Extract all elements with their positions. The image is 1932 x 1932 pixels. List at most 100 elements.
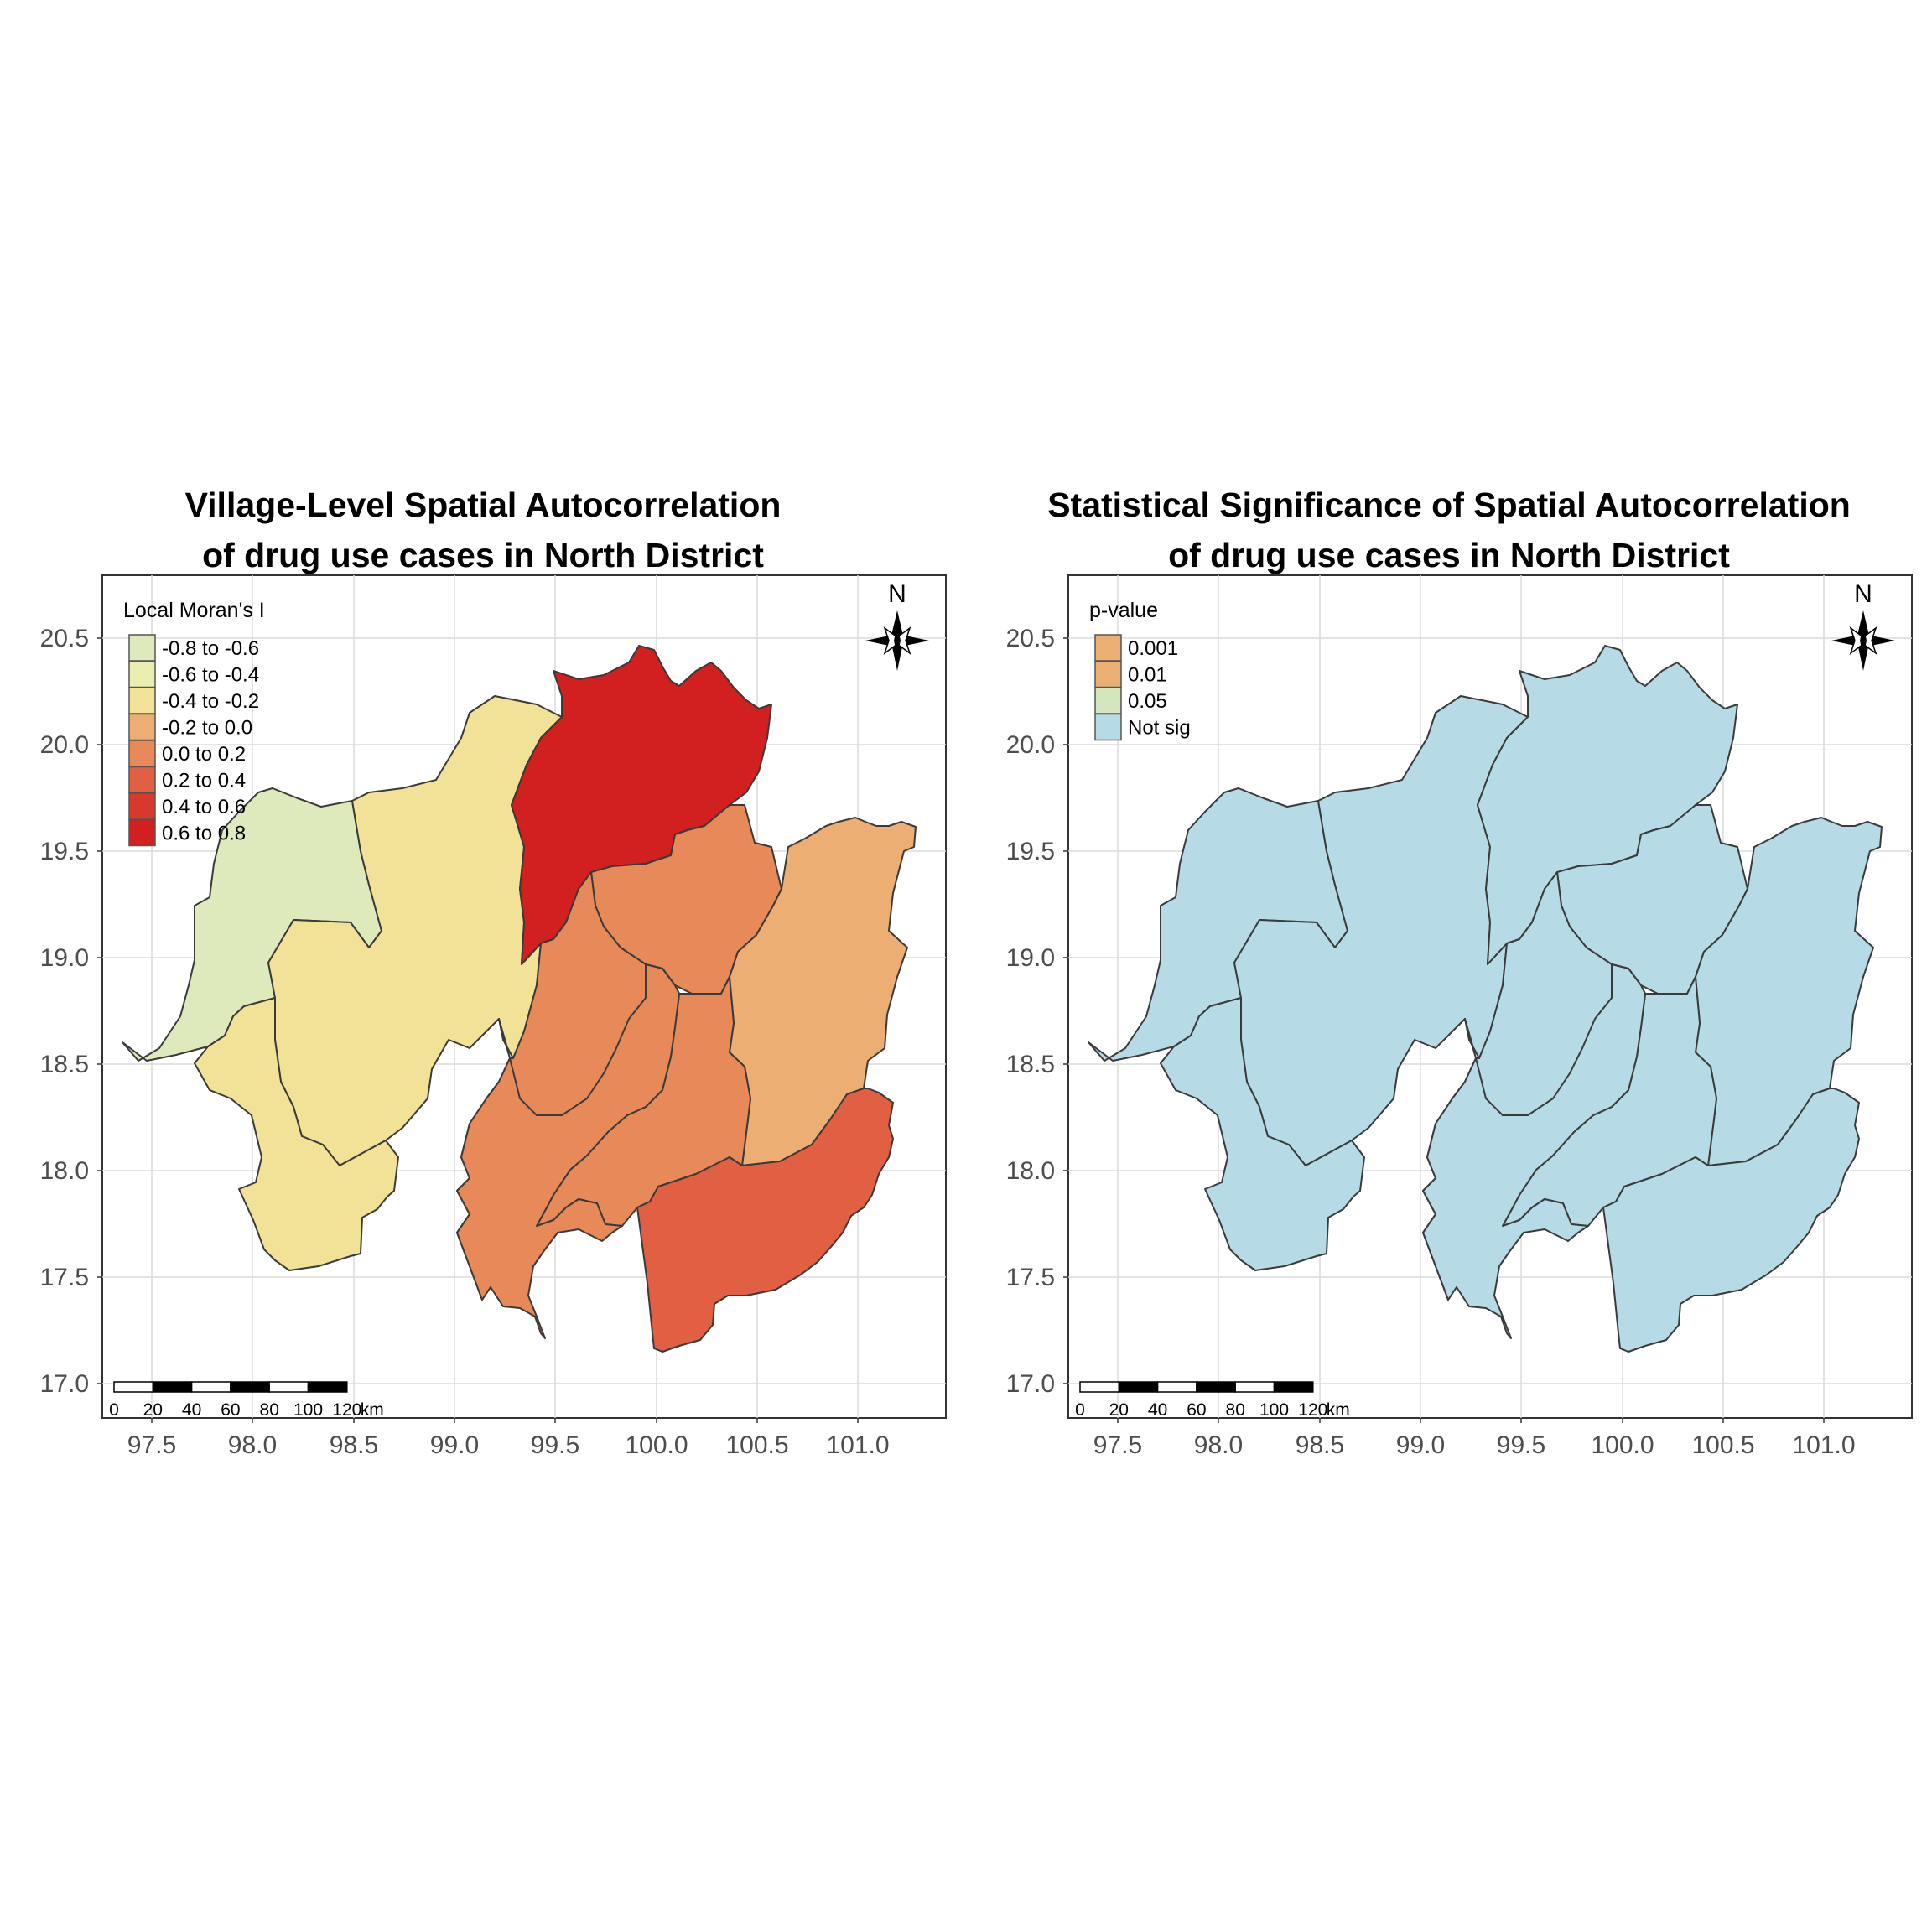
legend-swatch bbox=[128, 634, 156, 662]
y-tick-label: 17.0 bbox=[40, 1370, 89, 1398]
legend-label: 0.01 bbox=[1128, 664, 1167, 687]
y-tick-label: 20.0 bbox=[40, 731, 89, 759]
legend-label: 0.001 bbox=[1128, 637, 1178, 660]
scale-unit: km bbox=[361, 1400, 384, 1420]
y-tick-label: 17.0 bbox=[1006, 1370, 1055, 1398]
x-tick-label: 99.0 bbox=[1396, 1431, 1445, 1459]
y-tick-label: 18.5 bbox=[40, 1051, 89, 1078]
scale-label: 60 bbox=[221, 1400, 240, 1420]
scale-label: 100 bbox=[293, 1400, 323, 1420]
x-tick-label: 98.0 bbox=[1194, 1431, 1243, 1459]
scale-segment bbox=[190, 1381, 231, 1393]
y-tick-label: 17.5 bbox=[40, 1264, 89, 1291]
y-tick-label: 20.5 bbox=[1006, 625, 1055, 652]
scale-label: 120 bbox=[332, 1400, 361, 1420]
scale-segment bbox=[1118, 1381, 1159, 1393]
scale-unit: km bbox=[1327, 1400, 1350, 1420]
scale-segment bbox=[1079, 1381, 1120, 1393]
scale-label: 80 bbox=[1226, 1400, 1245, 1420]
region-sc bbox=[1422, 963, 1646, 1339]
map-regions bbox=[122, 645, 917, 1353]
y-tick-label: 19.0 bbox=[1006, 944, 1055, 972]
x-tick-label: 97.5 bbox=[1093, 1431, 1142, 1459]
scale-label: 120 bbox=[1298, 1400, 1327, 1420]
region-sw-mid bbox=[194, 997, 399, 1271]
scale-label: 20 bbox=[143, 1400, 163, 1420]
x-tick-label: 98.5 bbox=[330, 1431, 378, 1459]
panel-title: Statistical Significance of Spatial Auto… bbox=[966, 480, 1932, 580]
x-tick-label: 97.5 bbox=[127, 1431, 176, 1459]
legend-title: p-value bbox=[1089, 599, 1158, 622]
region-se bbox=[636, 1088, 894, 1353]
x-tick-label: 100.0 bbox=[1591, 1431, 1654, 1459]
x-axis-ticks: 97.5 98.0 98.5 99.0 99.5 100.0 100.5 101.0 bbox=[127, 1418, 890, 1459]
title-line-1: Statistical Significance of Spatial Auto… bbox=[1047, 486, 1851, 524]
legend-label: 0.6 to 0.8 bbox=[162, 823, 246, 845]
scale-segment bbox=[1156, 1381, 1197, 1393]
legend-swatch bbox=[128, 792, 156, 820]
legend-swatch bbox=[1094, 660, 1122, 688]
y-axis-ticks: 20.5 20.0 19.5 19.0 18.5 18.0 17.5 17.0 bbox=[1006, 625, 1068, 1398]
scale-label: 20 bbox=[1109, 1400, 1129, 1420]
scale-segment bbox=[307, 1381, 348, 1393]
north-arrow: N bbox=[1831, 580, 1895, 671]
map-plot: p-value 0.001 0.01 0.05 Not sig N 0 20 40 60 80… bbox=[1006, 574, 1913, 1459]
region-sc bbox=[456, 963, 680, 1339]
legend-label: 0.0 to 0.2 bbox=[162, 743, 246, 766]
north-label: N bbox=[888, 580, 906, 608]
north-arrow: N bbox=[865, 580, 929, 671]
x-tick-label: 98.0 bbox=[228, 1431, 277, 1459]
scale-label: 80 bbox=[260, 1400, 279, 1420]
scale-segment bbox=[152, 1381, 193, 1393]
legend-swatch bbox=[128, 687, 156, 714]
legend-swatch bbox=[128, 766, 156, 794]
x-tick-label: 98.5 bbox=[1296, 1431, 1344, 1459]
x-tick-label: 101.0 bbox=[1792, 1431, 1855, 1459]
x-tick-label: 99.5 bbox=[531, 1431, 579, 1459]
y-tick-label: 17.5 bbox=[1006, 1264, 1055, 1291]
legend-label: -0.6 to -0.4 bbox=[162, 664, 259, 687]
legend: Local Moran's I -0.8 to -0.6 -0.6 to -0.4… bbox=[123, 599, 265, 847]
legend-label: -0.2 to 0.0 bbox=[162, 717, 252, 740]
legend-swatch bbox=[128, 740, 156, 767]
scale-segment bbox=[230, 1381, 270, 1393]
y-axis-ticks: 20.5 20.0 19.5 19.0 18.5 18.0 17.5 17.0 bbox=[40, 625, 102, 1398]
scale-label: 40 bbox=[182, 1400, 201, 1420]
y-tick-label: 18.0 bbox=[1006, 1157, 1055, 1185]
scale-segment bbox=[1234, 1381, 1275, 1393]
legend-label: 0.4 to 0.6 bbox=[162, 796, 246, 818]
y-tick-label: 20.0 bbox=[1006, 731, 1055, 759]
legend-swatch bbox=[128, 818, 156, 847]
x-tick-label: 99.5 bbox=[1497, 1431, 1545, 1459]
x-tick-label: 101.0 bbox=[826, 1431, 889, 1459]
scale-segment bbox=[1273, 1381, 1314, 1393]
legend-label: -0.8 to -0.6 bbox=[162, 637, 259, 660]
title-line-2: of drug use cases in North District bbox=[1168, 536, 1730, 574]
legend-swatch bbox=[128, 660, 156, 688]
title-line-1: Village-Level Spatial Autocorrelation bbox=[184, 486, 782, 524]
scale-label: 60 bbox=[1187, 1400, 1206, 1420]
title-line-2: of drug use cases in North District bbox=[202, 536, 764, 574]
y-tick-label: 18.0 bbox=[40, 1157, 89, 1185]
panel-title: Village-Level Spatial Autocorrelation of… bbox=[0, 480, 966, 580]
legend-label: Not sig bbox=[1128, 717, 1191, 740]
legend-swatch bbox=[128, 713, 156, 741]
panel-local-morans-i: Village-Level Spatial Autocorrelation of… bbox=[0, 480, 966, 1459]
x-axis-ticks: 97.5 98.0 98.5 99.0 99.5 100.0 100.5 101.0 bbox=[1093, 1418, 1856, 1459]
scale-label: 40 bbox=[1148, 1400, 1167, 1420]
map-plot: Local Moran's I -0.8 to -0.6 -0.6 to -0.4… bbox=[40, 574, 947, 1459]
y-tick-label: 19.5 bbox=[40, 838, 89, 865]
y-tick-label: 18.5 bbox=[1006, 1051, 1055, 1078]
x-tick-label: 100.5 bbox=[725, 1431, 788, 1459]
scale-segment bbox=[1196, 1381, 1236, 1393]
y-tick-label: 19.0 bbox=[40, 944, 89, 972]
scale-label: 0 bbox=[1075, 1400, 1085, 1420]
y-tick-label: 20.5 bbox=[40, 625, 89, 652]
x-tick-label: 100.5 bbox=[1691, 1431, 1754, 1459]
y-tick-label: 19.5 bbox=[1006, 838, 1055, 865]
x-tick-label: 100.0 bbox=[625, 1431, 688, 1459]
region-sw-mid bbox=[1160, 997, 1365, 1271]
legend-swatch bbox=[1094, 713, 1122, 741]
